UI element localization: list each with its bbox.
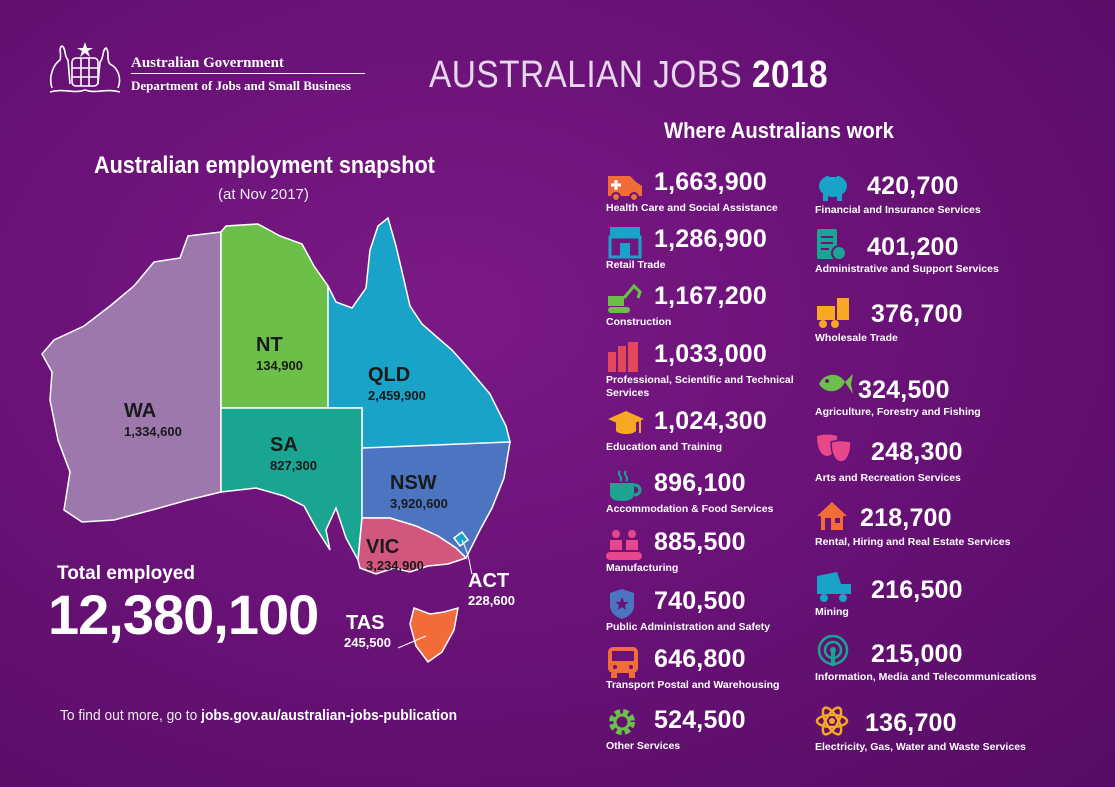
industry-label: Financial and Insurance Services bbox=[815, 204, 981, 216]
shopfront-icon bbox=[608, 227, 642, 259]
industry-label: Public Administration and Safety bbox=[606, 621, 771, 633]
header-divider bbox=[131, 73, 365, 74]
industry-value: 376,700 bbox=[871, 300, 963, 328]
state-value-sa: 827,300 bbox=[270, 458, 317, 473]
industry-value: 1,024,300 bbox=[654, 407, 768, 435]
state-label-vic: VIC bbox=[366, 536, 400, 558]
industry-value: 216,500 bbox=[871, 576, 963, 604]
industry-label: Retail Trade bbox=[606, 259, 666, 271]
industry-value: 524,500 bbox=[654, 706, 746, 734]
industry-label: Accommodation & Food Services bbox=[606, 503, 774, 515]
books-icon bbox=[608, 342, 638, 372]
piggy-bank-icon bbox=[819, 174, 847, 201]
industries-title: Where Australians work bbox=[664, 118, 894, 143]
coffee-cup-icon bbox=[610, 470, 642, 501]
industry-value: 324,500 bbox=[858, 376, 950, 404]
state-sa bbox=[220, 407, 363, 563]
state-value-nsw: 3,920,600 bbox=[390, 496, 448, 511]
footer-text: To find out more, go to jobs.gov.au/aust… bbox=[60, 707, 457, 724]
footer-prefix: To find out more, go to bbox=[60, 707, 198, 724]
industry-label: Wholesale Trade bbox=[815, 332, 898, 344]
australia-map: WA 1,334,600 NT 134,900 QLD 2,459,900 SA… bbox=[30, 210, 550, 670]
gear-icon bbox=[609, 709, 635, 735]
industry-label: Transport Postal and Warehousing bbox=[606, 679, 780, 691]
state-label-wa: WA bbox=[124, 400, 157, 422]
industry-label: Other Services bbox=[606, 740, 681, 752]
industry-value: 248,300 bbox=[871, 438, 963, 466]
title-light: AUSTRALIAN JOBS bbox=[429, 54, 743, 96]
industry-value: 740,500 bbox=[654, 587, 746, 615]
industry-label: Education and Training bbox=[606, 441, 723, 453]
state-label-tas: TAS bbox=[346, 612, 385, 634]
state-label-qld: QLD bbox=[368, 364, 411, 386]
industry-label: Mining bbox=[815, 606, 849, 618]
industry-label: Information, Media and Telecommunication… bbox=[815, 671, 1037, 683]
snapshot-subtitle: (at Nov 2017) bbox=[218, 186, 309, 203]
graduation-cap-icon bbox=[608, 411, 644, 434]
broadcast-icon bbox=[817, 634, 849, 666]
state-value-nt: 134,900 bbox=[256, 358, 303, 373]
clipboard-icon bbox=[817, 229, 847, 261]
footer-link[interactable]: jobs.gov.au/australian-jobs-publication bbox=[201, 707, 458, 724]
industry-value: 420,700 bbox=[867, 172, 959, 200]
page-title: AUSTRALIAN JOBS 2018 bbox=[429, 54, 828, 97]
excavator-icon bbox=[608, 283, 642, 313]
industry-label: Rental, Hiring and Real Estate Services bbox=[815, 536, 1011, 548]
industry-value: 1,663,900 bbox=[654, 168, 768, 196]
industry-value: 896,100 bbox=[654, 469, 746, 497]
industry-label: Professional, Scientific and Technical S… bbox=[606, 374, 794, 399]
industry-label: Administrative and Support Services bbox=[815, 263, 999, 275]
state-value-qld: 2,459,900 bbox=[368, 388, 426, 403]
state-wa bbox=[41, 231, 222, 523]
total-employed-label: Total employed bbox=[57, 563, 195, 584]
state-value-tas: 245,500 bbox=[344, 635, 391, 650]
title-year: 2018 bbox=[751, 54, 829, 96]
industry-label: Construction bbox=[606, 316, 672, 328]
state-value-wa: 1,334,600 bbox=[124, 424, 182, 439]
industry-value: 885,500 bbox=[654, 528, 746, 556]
bus-icon bbox=[608, 647, 638, 678]
industry-label: Arts and Recreation Services bbox=[815, 472, 961, 484]
coat-of-arms-logo bbox=[49, 42, 121, 93]
state-label-act: ACT bbox=[468, 570, 510, 592]
house-icon bbox=[817, 502, 847, 530]
government-name: Australian Government bbox=[131, 55, 284, 71]
industry-value: 215,000 bbox=[871, 640, 963, 668]
industry-value: 1,167,200 bbox=[654, 282, 768, 310]
state-nt bbox=[220, 223, 329, 409]
industry-label: Agriculture, Forestry and Fishing bbox=[815, 406, 981, 418]
state-tas bbox=[409, 606, 459, 664]
state-label-nsw: NSW bbox=[390, 472, 437, 494]
atom-icon bbox=[815, 706, 849, 736]
industry-value: 218,700 bbox=[860, 504, 952, 532]
police-badge-icon bbox=[610, 589, 634, 619]
state-act bbox=[452, 530, 470, 548]
state-vic bbox=[357, 517, 468, 575]
industry-value: 1,286,900 bbox=[654, 225, 768, 253]
industry-label: Electricity, Gas, Water and Waste Servic… bbox=[815, 741, 1026, 753]
tas-leader-line bbox=[397, 635, 427, 649]
total-employed-value: 12,380,100 bbox=[48, 583, 319, 646]
state-value-vic: 3,234,900 bbox=[366, 558, 424, 573]
industry-label: Health Care and Social Assistance bbox=[606, 202, 778, 214]
snapshot-title: Australian employment snapshot bbox=[94, 152, 435, 179]
industry-value: 1,033,000 bbox=[654, 340, 768, 368]
industry-value: 646,800 bbox=[654, 645, 746, 673]
department-name: Department of Jobs and Small Business bbox=[131, 78, 351, 93]
state-label-nt: NT bbox=[256, 334, 283, 356]
industry-label: Manufacturing bbox=[606, 562, 679, 574]
fish-icon bbox=[819, 374, 853, 394]
industry-value: 136,700 bbox=[865, 709, 957, 737]
state-label-sa: SA bbox=[270, 434, 298, 456]
industry-value: 401,200 bbox=[867, 233, 959, 261]
state-value-act: 228,600 bbox=[468, 593, 515, 608]
ambulance-icon bbox=[608, 176, 642, 202]
theatre-masks-icon bbox=[817, 434, 852, 463]
forklift-icon bbox=[817, 298, 849, 328]
mining-truck-icon bbox=[817, 572, 851, 602]
factory-workers-icon bbox=[606, 530, 642, 560]
act-leader-line bbox=[461, 539, 473, 575]
